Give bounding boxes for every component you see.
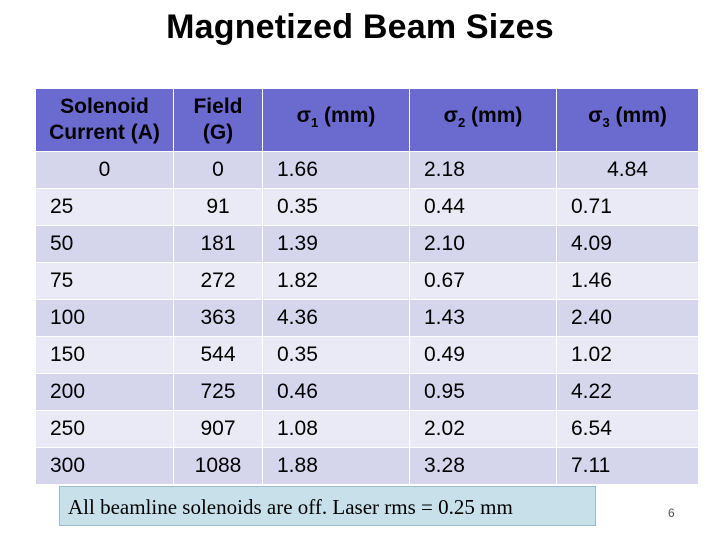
cell-sigma2: 3.28 [409, 447, 557, 485]
cell-sigma1: 1.88 [262, 447, 410, 485]
cell-sigma3: 4.84 [556, 151, 699, 189]
table-row: 300 1088 1.88 3.28 7.11 [35, 447, 699, 485]
cell-sigma3: 4.09 [556, 225, 699, 263]
cell-sigma2: 1.43 [409, 299, 557, 337]
page-title: Magnetized Beam Sizes [166, 8, 554, 46]
cell-sigma3: 6.54 [556, 410, 699, 448]
cell-current: 50 [35, 225, 174, 263]
cell-field: 544 [173, 336, 263, 374]
table-header-row: Solenoid Current (A) Field (G) σ1 (mm) σ… [35, 88, 699, 152]
cell-current: 250 [35, 410, 174, 448]
cell-sigma1: 4.36 [262, 299, 410, 337]
page-number: 6 [668, 506, 675, 520]
cell-sigma3: 2.40 [556, 299, 699, 337]
cell-current: 300 [35, 447, 174, 485]
cell-sigma1: 1.82 [262, 262, 410, 300]
cell-sigma3: 1.46 [556, 262, 699, 300]
table-row: 0 0 1.66 2.18 4.84 [35, 151, 699, 189]
cell-sigma1: 1.39 [262, 225, 410, 263]
cell-current: 0 [35, 151, 174, 189]
cell-current: 100 [35, 299, 174, 337]
cell-sigma3: 4.22 [556, 373, 699, 411]
table-row: 75 272 1.82 0.67 1.46 [35, 262, 699, 300]
cell-sigma1: 0.35 [262, 336, 410, 374]
cell-sigma3: 0.71 [556, 188, 699, 226]
header-field-line1: Field [193, 95, 243, 118]
sigma1-symbol: σ [296, 104, 311, 128]
cell-sigma3: 7.11 [556, 447, 699, 485]
sigma2-unit: (mm) [465, 104, 523, 128]
cell-sigma2: 2.02 [409, 410, 557, 448]
beam-size-table: Solenoid Current (A) Field (G) σ1 (mm) σ… [35, 88, 699, 485]
cell-sigma2: 2.18 [409, 151, 557, 189]
header-field: Field (G) [173, 88, 263, 152]
header-solenoid-current: Solenoid Current (A) [35, 88, 174, 152]
cell-field: 907 [173, 410, 263, 448]
sigma1-unit: (mm) [318, 104, 376, 128]
sigma1-subscript: 1 [310, 115, 319, 131]
table-row: 25 91 0.35 0.44 0.71 [35, 188, 699, 226]
header-sigma1: σ1 (mm) [262, 88, 410, 152]
cell-sigma3: 1.02 [556, 336, 699, 374]
cell-sigma2: 0.44 [409, 188, 557, 226]
cell-current: 75 [35, 262, 174, 300]
cell-sigma2: 2.10 [409, 225, 557, 263]
table-row: 100 363 4.36 1.43 2.40 [35, 299, 699, 337]
header-current-line2: Current (A) [49, 121, 160, 144]
cell-sigma1: 1.66 [262, 151, 410, 189]
cell-sigma2: 0.67 [409, 262, 557, 300]
cell-sigma1: 0.35 [262, 188, 410, 226]
cell-current: 150 [35, 336, 174, 374]
cell-field: 272 [173, 262, 263, 300]
table-row: 50 181 1.39 2.10 4.09 [35, 225, 699, 263]
sigma3-symbol: σ [588, 104, 603, 128]
table-row: 200 725 0.46 0.95 4.22 [35, 373, 699, 411]
cell-sigma1: 1.08 [262, 410, 410, 448]
header-field-line2: (G) [202, 121, 234, 144]
cell-current: 25 [35, 188, 174, 226]
cell-sigma2: 0.49 [409, 336, 557, 374]
footnote-box: All beamline solenoids are off. Laser rm… [59, 486, 596, 526]
table-row: 150 544 0.35 0.49 1.02 [35, 336, 699, 374]
cell-field: 725 [173, 373, 263, 411]
sigma2-symbol: σ [443, 104, 458, 128]
cell-field: 91 [173, 188, 263, 226]
sigma3-subscript: 3 [602, 115, 610, 131]
cell-field: 181 [173, 225, 263, 263]
cell-sigma1: 0.46 [262, 373, 410, 411]
header-sigma2: σ2 (mm) [409, 88, 557, 152]
cell-field: 0 [173, 151, 263, 189]
header-sigma3: σ3 (mm) [556, 88, 699, 152]
cell-current: 200 [35, 373, 174, 411]
table-row: 250 907 1.08 2.02 6.54 [35, 410, 699, 448]
header-current-line1: Solenoid [60, 95, 149, 118]
sigma2-subscript: 2 [457, 115, 466, 131]
sigma3-unit: (mm) [609, 104, 667, 128]
cell-sigma2: 0.95 [409, 373, 557, 411]
cell-field: 363 [173, 299, 263, 337]
cell-field: 1088 [173, 447, 263, 485]
